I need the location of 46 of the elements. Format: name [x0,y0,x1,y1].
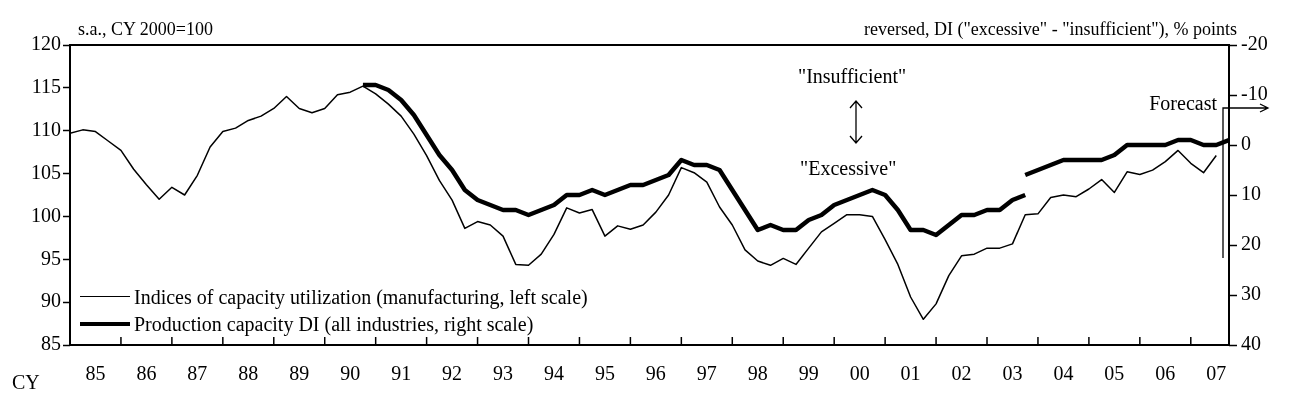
x-tick-label: 02 [951,362,972,385]
y2-tick-label: -10 [1241,82,1268,105]
x-tick-label: 94 [543,362,564,385]
x-tick-label: 88 [238,362,259,385]
y-tick-label: 105 [31,160,61,183]
y-tick-label: 100 [31,203,61,226]
annotation: "Insufficient" [798,65,907,87]
x-tick-label: 91 [391,362,412,385]
y2-tick-label: -20 [1241,32,1268,55]
y-tick-label: 110 [31,117,61,140]
x-tick-label: 87 [187,362,208,385]
y2-tick-label: 30 [1241,282,1261,305]
y2-axis-title: reversed, DI ("excessive" - "insufficient"), % points [864,19,1237,39]
x-tick-label: 95 [594,362,615,385]
y-tick-label: 90 [41,289,61,312]
x-tick-label: 86 [136,362,157,385]
y2-tick-label: 20 [1241,232,1261,255]
y-tick-label: 115 [31,75,61,98]
x-tick-label: 96 [645,362,666,385]
x-tick-label: 04 [1053,362,1074,385]
x-tick-label: 90 [340,362,361,385]
x-tick-label: 03 [1002,362,1023,385]
y-tick-label: 120 [31,32,61,55]
y-tick-label: 95 [41,246,61,269]
y2-tick-label: 0 [1241,132,1251,155]
y2-tick-label: 40 [1241,332,1261,355]
x-tick-label: 00 [849,362,870,385]
x-tick-label: 07 [1206,362,1227,385]
y-tick-label: 85 [41,332,61,355]
x-tick-label: 97 [696,362,717,385]
legend-label: Indices of capacity utilization (manufacturing, left scale) [134,285,588,308]
x-tick-label: 99 [798,362,819,385]
x-tick-label: 01 [900,362,921,385]
x-tick-label: 05 [1104,362,1125,385]
annotation: Forecast [1149,92,1217,114]
x-tick-label: 98 [747,362,768,385]
x-tick-label: 06 [1155,362,1176,385]
x-tick-label: 92 [442,362,463,385]
y-axis-title: s.a., CY 2000=100 [78,19,213,39]
x-tick-label: 93 [493,362,514,385]
x-tick-label: 89 [289,362,310,385]
x-axis-title: CY [12,371,40,393]
x-tick-label: 85 [85,362,106,385]
annotation: "Excessive" [800,157,897,179]
y2-tick-label: 10 [1241,182,1261,205]
legend-label: Production capacity DI (all industries, right scale) [134,312,534,335]
